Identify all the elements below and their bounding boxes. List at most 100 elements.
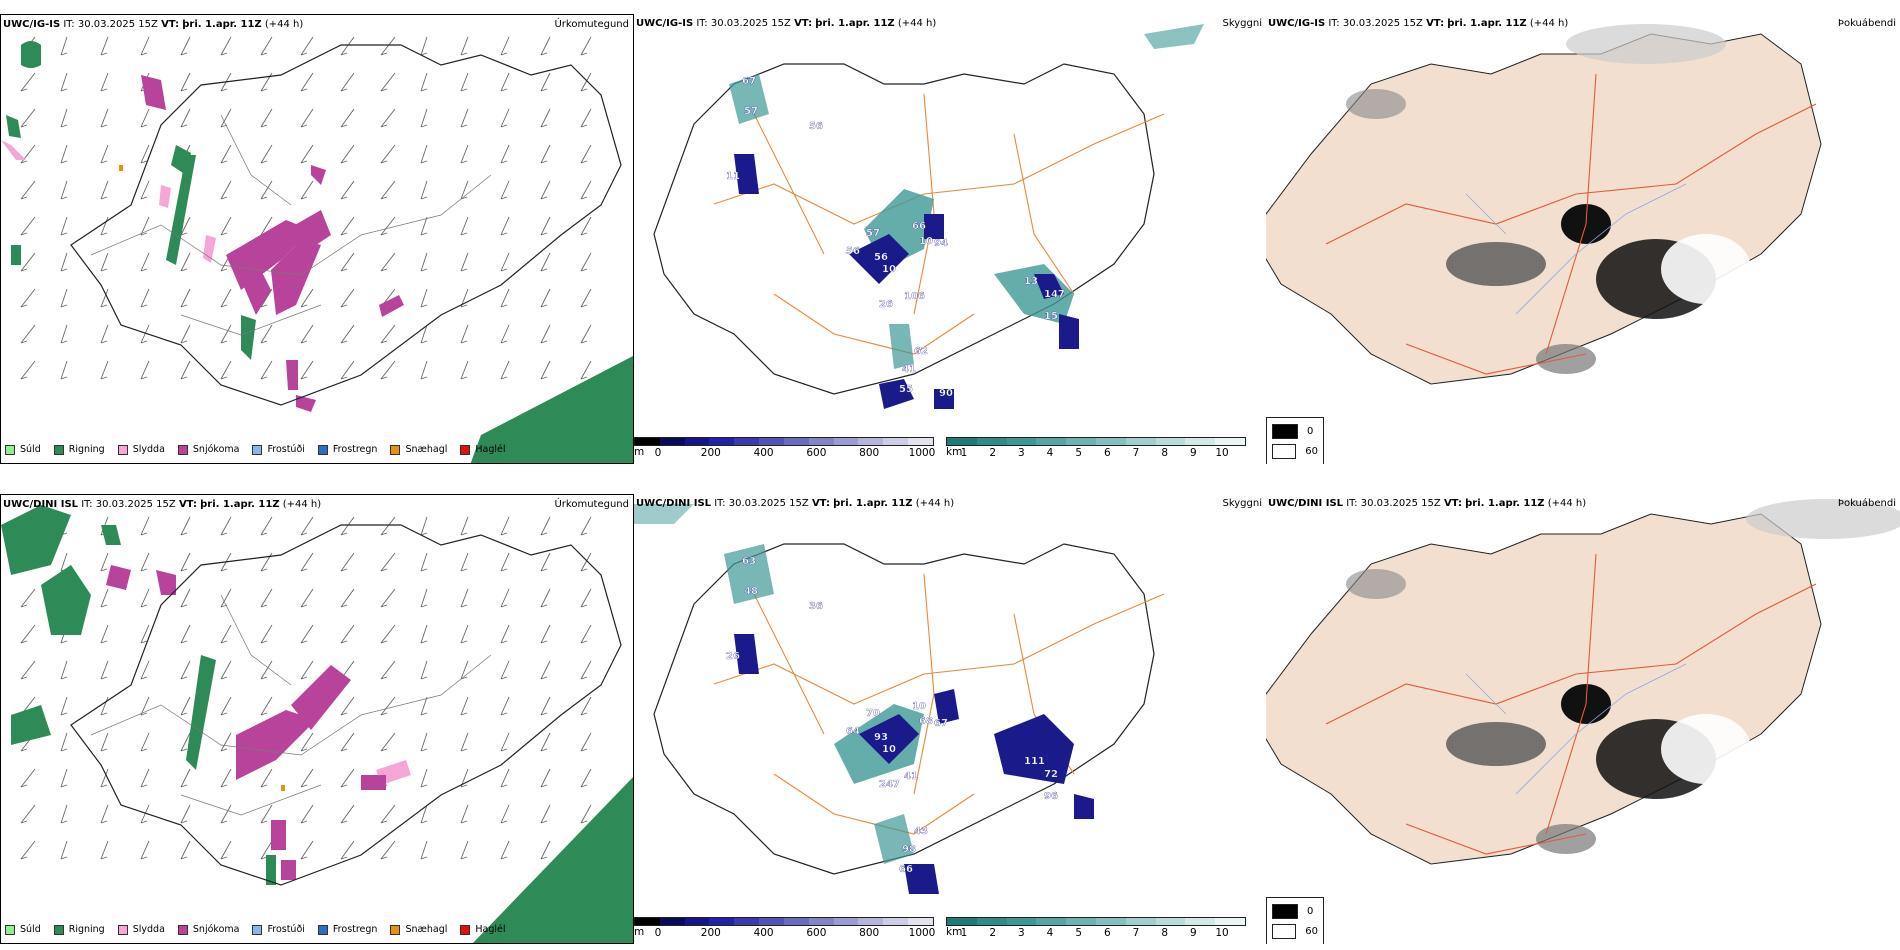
wind-barb-icon	[260, 72, 273, 92]
visibility-colorbar: 1 2 3 4 5 6 7 8 9 10 km	[946, 437, 1246, 459]
wind-barb-icon	[60, 660, 68, 680]
fog-legend-item: 0	[1272, 904, 1318, 919]
wind-barb-icon	[140, 216, 150, 236]
visibility-label: 41	[902, 364, 916, 375]
wind-barb-icon	[580, 660, 592, 680]
colorbar-segment	[947, 918, 977, 925]
wind-barb-icon	[540, 732, 551, 752]
wind-barb-icon	[420, 732, 428, 752]
colorbar-tick-label: 800	[859, 447, 880, 459]
wind-barb-icon	[340, 696, 355, 716]
wind-barb-icon	[140, 624, 150, 644]
wind-barb-icon	[180, 732, 191, 752]
wind-barb-icon	[460, 516, 469, 536]
panel-header: UWC/DINI ISL IT: 30.03.2025 15Z VT: þri.…	[3, 499, 629, 513]
iceland-coast	[653, 63, 1155, 395]
wind-barb-icon	[460, 732, 469, 752]
colorbar-tick-label: 3	[1017, 447, 1025, 459]
wind-barb-icon	[460, 144, 469, 164]
colorbar-tick-label: 1000	[908, 447, 936, 459]
colorbar-tick-label: 8	[1161, 447, 1168, 459]
precip-map	[1, 36, 633, 463]
wind-barb-icon	[260, 144, 273, 164]
colorbar-segment	[1185, 918, 1216, 925]
wind-barb-icon	[220, 324, 232, 344]
visibility-label: 63	[742, 556, 756, 567]
wind-barbs	[20, 516, 592, 860]
colorbar-tick-label: 7	[1132, 447, 1140, 459]
wind-barb-icon	[500, 288, 510, 308]
wind-barb-icon	[460, 324, 469, 344]
legend-item-rigning: Rigning	[53, 444, 105, 455]
colorbar-segment	[1006, 438, 1037, 445]
legend-swatch	[177, 444, 188, 455]
wind-barb-icon	[540, 36, 551, 56]
colorbar-segment	[808, 438, 834, 445]
wind-barb-icon	[300, 72, 314, 92]
colorbar-tick-label: 6	[1103, 447, 1111, 459]
wind-barb-icon	[380, 252, 396, 272]
visibility-areas	[634, 504, 1094, 894]
colorbar-segment	[1155, 438, 1186, 445]
wind-barb-icon	[340, 180, 355, 200]
wind-barb-icon	[20, 768, 36, 788]
wind-barb-icon	[60, 36, 68, 56]
wind-barb-icon	[180, 36, 191, 56]
visibility-label: 94	[934, 238, 948, 249]
wind-barb-icon	[420, 180, 428, 200]
legend-item-haglel: Haglél	[460, 444, 506, 455]
legend-swatch	[252, 444, 263, 455]
wind-barb-icon	[540, 804, 551, 824]
wind-barb-icon	[460, 108, 469, 128]
visibility-label: 98	[902, 844, 916, 855]
wind-barb-icon	[500, 324, 510, 344]
wind-barb-icon	[60, 288, 68, 308]
wind-barb-icon	[180, 288, 191, 308]
wind-barb-icon	[220, 516, 232, 536]
wind-barb-icon	[340, 252, 355, 272]
legend-item-frostregn: Frostregn	[317, 924, 377, 935]
visibility-label: 96	[1044, 791, 1058, 802]
wind-barb-icon	[380, 804, 396, 824]
wind-barb-icon	[100, 840, 109, 860]
colorbar-tick-label: 1	[960, 447, 968, 459]
wind-barb-icon	[340, 624, 355, 644]
wind-barb-icon	[60, 360, 68, 380]
wind-barb-icon	[580, 768, 592, 788]
wind-barb-icon	[420, 588, 428, 608]
roads	[90, 114, 492, 336]
wind-barb-icon	[260, 108, 273, 128]
colorbar-tick-label: 9	[1189, 447, 1197, 459]
fog-roads	[1325, 73, 1817, 375]
wind-barb-icon	[380, 588, 396, 608]
wind-barb-icon	[260, 768, 273, 788]
colorbar-tick-label: 1	[960, 927, 968, 939]
panel-header: UWC/DINI ISL IT: 30.03.2025 15Z VT: þri.…	[1268, 498, 1896, 512]
visibility-label: 147	[1044, 289, 1065, 300]
visibility-label: 66	[899, 864, 913, 875]
wind-barb-icon	[380, 144, 396, 164]
wind-barb-icon	[60, 180, 68, 200]
colorbar-segment	[1215, 918, 1245, 925]
panel-title: Skyggni	[1222, 18, 1262, 29]
wind-barb-icon	[140, 552, 150, 572]
wind-barb-icon	[140, 696, 150, 716]
wind-barb-icon	[500, 732, 510, 752]
fog-rivers	[1465, 663, 1687, 795]
visibility-label: 11	[726, 171, 740, 182]
colorbar-segment	[734, 918, 760, 925]
legend-swatch	[390, 444, 401, 455]
colorbar-segment	[808, 918, 834, 925]
wind-barb-icon	[540, 360, 551, 380]
wind-barb-icon	[140, 768, 150, 788]
wind-barb-icon	[180, 108, 191, 128]
iceland-coast	[653, 543, 1155, 875]
iceland-land	[1266, 513, 1822, 865]
wind-barb-icon	[420, 840, 428, 860]
wind-barb-icon	[100, 588, 109, 608]
visibility-label: 111	[1024, 756, 1045, 767]
colorbar-segment	[709, 438, 735, 445]
wind-barb-icon	[460, 252, 469, 272]
wind-barb-icon	[60, 144, 68, 164]
